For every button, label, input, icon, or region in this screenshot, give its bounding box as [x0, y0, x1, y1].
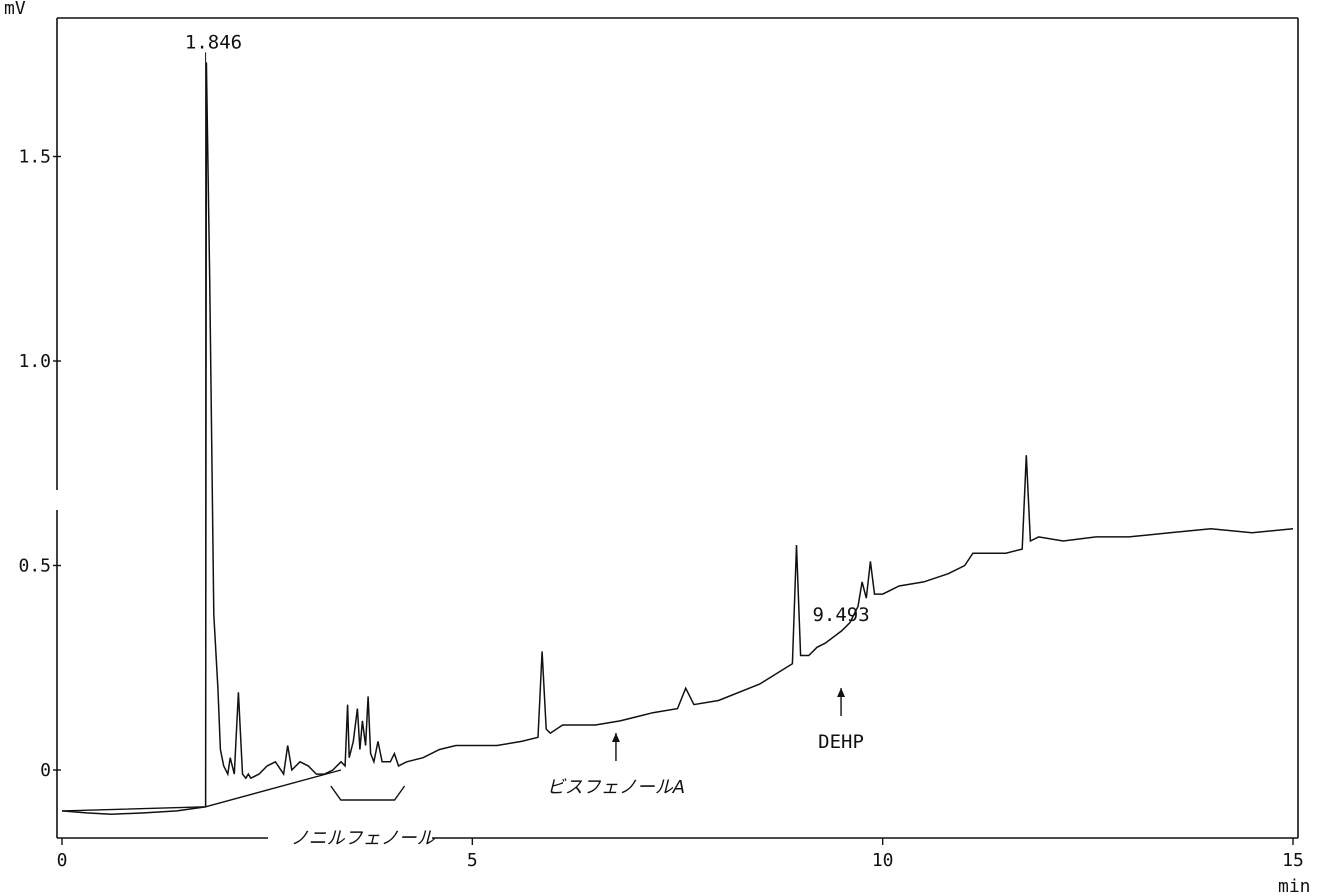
bracket-4: [330, 785, 406, 801]
y-tick-label: 1.5: [18, 147, 51, 168]
x-tick-label: 5: [467, 850, 478, 871]
arrow-head-3: [611, 733, 620, 743]
y-tick-label: 0.5: [18, 556, 51, 577]
arrow-head-2: [837, 688, 846, 698]
x-tick-label: 15: [1282, 850, 1304, 871]
y-tick-label: 0: [40, 760, 51, 781]
x-axis-title: min: [1278, 876, 1311, 896]
arrow-label-3: ビスフェノールA: [547, 777, 685, 798]
integration-baseline: [61, 769, 342, 812]
y-axis-title: mV: [4, 0, 26, 19]
peak-annotations: 1.846 9.493 DEHP ビスフェノールA ノニルフェノール: [185, 31, 870, 849]
bracket-label-4: ノニルフェノール: [291, 828, 436, 849]
chromatogram-trace: [61, 62, 1294, 815]
peak-label-1: 9.493: [812, 604, 869, 626]
x-tick-label: 0: [57, 850, 68, 871]
y-tick-label: 1.0: [18, 351, 51, 372]
x-tick-label: 10: [872, 850, 894, 871]
arrow-label-2: DEHP: [818, 731, 864, 753]
peak-label-0: 1.846: [185, 31, 242, 53]
axis-ticks: 0 5 10 15 0 0.5 1.0 1.5: [18, 147, 1303, 872]
